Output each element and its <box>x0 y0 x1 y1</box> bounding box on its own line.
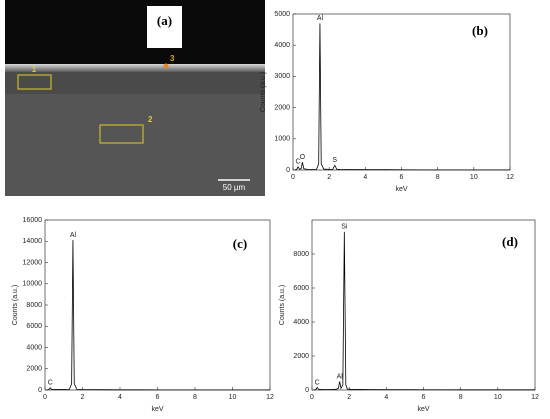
point-marker <box>163 63 169 69</box>
x-tick-label: 8 <box>436 174 440 181</box>
x-tick-label: 0 <box>43 394 47 401</box>
x-tick-label: 4 <box>384 394 388 401</box>
spectrum-line <box>313 231 535 391</box>
x-tick-label: 6 <box>156 394 160 401</box>
y-axis-label: Counts (a.u.) <box>279 285 286 325</box>
x-tick-label: 12 <box>266 394 274 401</box>
spectrum-line <box>294 23 510 171</box>
y-tick-label: 2000 <box>274 104 290 111</box>
y-axis-label: Counts (a.u.) <box>260 72 267 112</box>
x-tick-label: 2 <box>327 174 331 181</box>
y-tick-label: 0 <box>38 387 42 394</box>
label-box <box>494 233 526 253</box>
x-tick-label: 10 <box>494 394 502 401</box>
scale-bar-label: 50 µm <box>223 183 246 192</box>
peak-label: Al <box>337 373 344 380</box>
panel-label: (a) <box>157 13 172 28</box>
y-tick-label: 2000 <box>293 353 309 360</box>
y-tick-label: 4000 <box>26 344 42 351</box>
y-tick-label: 0 <box>305 387 309 394</box>
x-tick-label: 8 <box>193 394 197 401</box>
label-box <box>224 235 256 255</box>
x-tick-label: 12 <box>531 394 539 401</box>
y-tick-label: 0 <box>286 167 290 174</box>
x-axis-label: keV <box>151 406 163 413</box>
peak-label: Si <box>341 224 348 231</box>
peak-label: Al <box>70 232 77 239</box>
x-tick-label: 0 <box>291 174 295 181</box>
panel-label: (d) <box>502 234 518 249</box>
panel-label: (c) <box>233 236 247 251</box>
sem-coating <box>5 64 265 72</box>
y-tick-label: 4000 <box>293 319 309 326</box>
x-tick-label: 8 <box>459 394 463 401</box>
spectrum-chart: 0 2 4 6 8 10 12 0 2000 4000 6000 8000 keV Counts (a.u… <box>279 219 539 413</box>
x-tick-label: 6 <box>422 394 426 401</box>
y-tick-label: 6000 <box>293 285 309 292</box>
peak-label: Al <box>317 15 324 22</box>
y-tick-label: 14000 <box>23 238 43 245</box>
marker-label: 1 <box>32 65 37 74</box>
sem-substrate <box>5 94 265 196</box>
sem-layer <box>5 72 265 94</box>
x-tick-label: 4 <box>118 394 122 401</box>
x-axis-label: keV <box>395 186 407 193</box>
peak-label: O <box>300 154 306 161</box>
x-tick-label: 6 <box>400 174 404 181</box>
y-tick-label: 8000 <box>26 302 42 309</box>
marker-label: 3 <box>170 54 175 63</box>
y-tick-label: 2000 <box>26 366 42 373</box>
y-tick-label: 4000 <box>274 42 290 49</box>
label-box <box>147 6 182 48</box>
spectrum-line <box>46 240 270 391</box>
peak-label: C <box>296 159 301 166</box>
x-tick-label: 2 <box>347 394 351 401</box>
region-box <box>99 124 144 144</box>
spectrum-chart: 0 2 4 6 8 10 12 0 1000 2000 3000 4000 5000 keV Counts … <box>260 11 514 193</box>
y-tick-label: 1000 <box>274 136 290 143</box>
spectrum-chart: 0 2 4 6 8 10 12 0 2000 4000 6000 8000 10000 12000 1400… <box>12 217 274 413</box>
y-tick-label: 6000 <box>26 323 42 330</box>
y-tick-label: 3000 <box>274 73 290 80</box>
y-tick-label: 8000 <box>293 251 309 258</box>
y-tick-label: 10000 <box>23 281 43 288</box>
x-tick-label: 12 <box>506 174 514 181</box>
region-box <box>17 74 52 90</box>
peak-label: S <box>332 157 337 164</box>
sem-image: (a) 1 2 3 50 µm <box>5 0 265 196</box>
marker-label: 2 <box>148 115 153 124</box>
y-tick-label: 12000 <box>23 259 43 266</box>
x-tick-label: 0 <box>310 394 314 401</box>
label-box <box>464 22 496 42</box>
peak-label: C <box>315 379 320 386</box>
x-tick-label: 10 <box>470 174 478 181</box>
y-tick-label: 5000 <box>274 11 290 18</box>
peak-label: C <box>48 380 53 387</box>
y-tick-label: 16000 <box>23 217 43 224</box>
x-axis-label: keV <box>417 406 429 413</box>
x-tick-label: 10 <box>229 394 237 401</box>
x-tick-label: 2 <box>81 394 85 401</box>
y-axis-label: Counts (a.u.) <box>12 285 19 325</box>
panel-label: (b) <box>472 23 488 38</box>
sem-background <box>5 0 265 66</box>
x-tick-label: 4 <box>363 174 367 181</box>
